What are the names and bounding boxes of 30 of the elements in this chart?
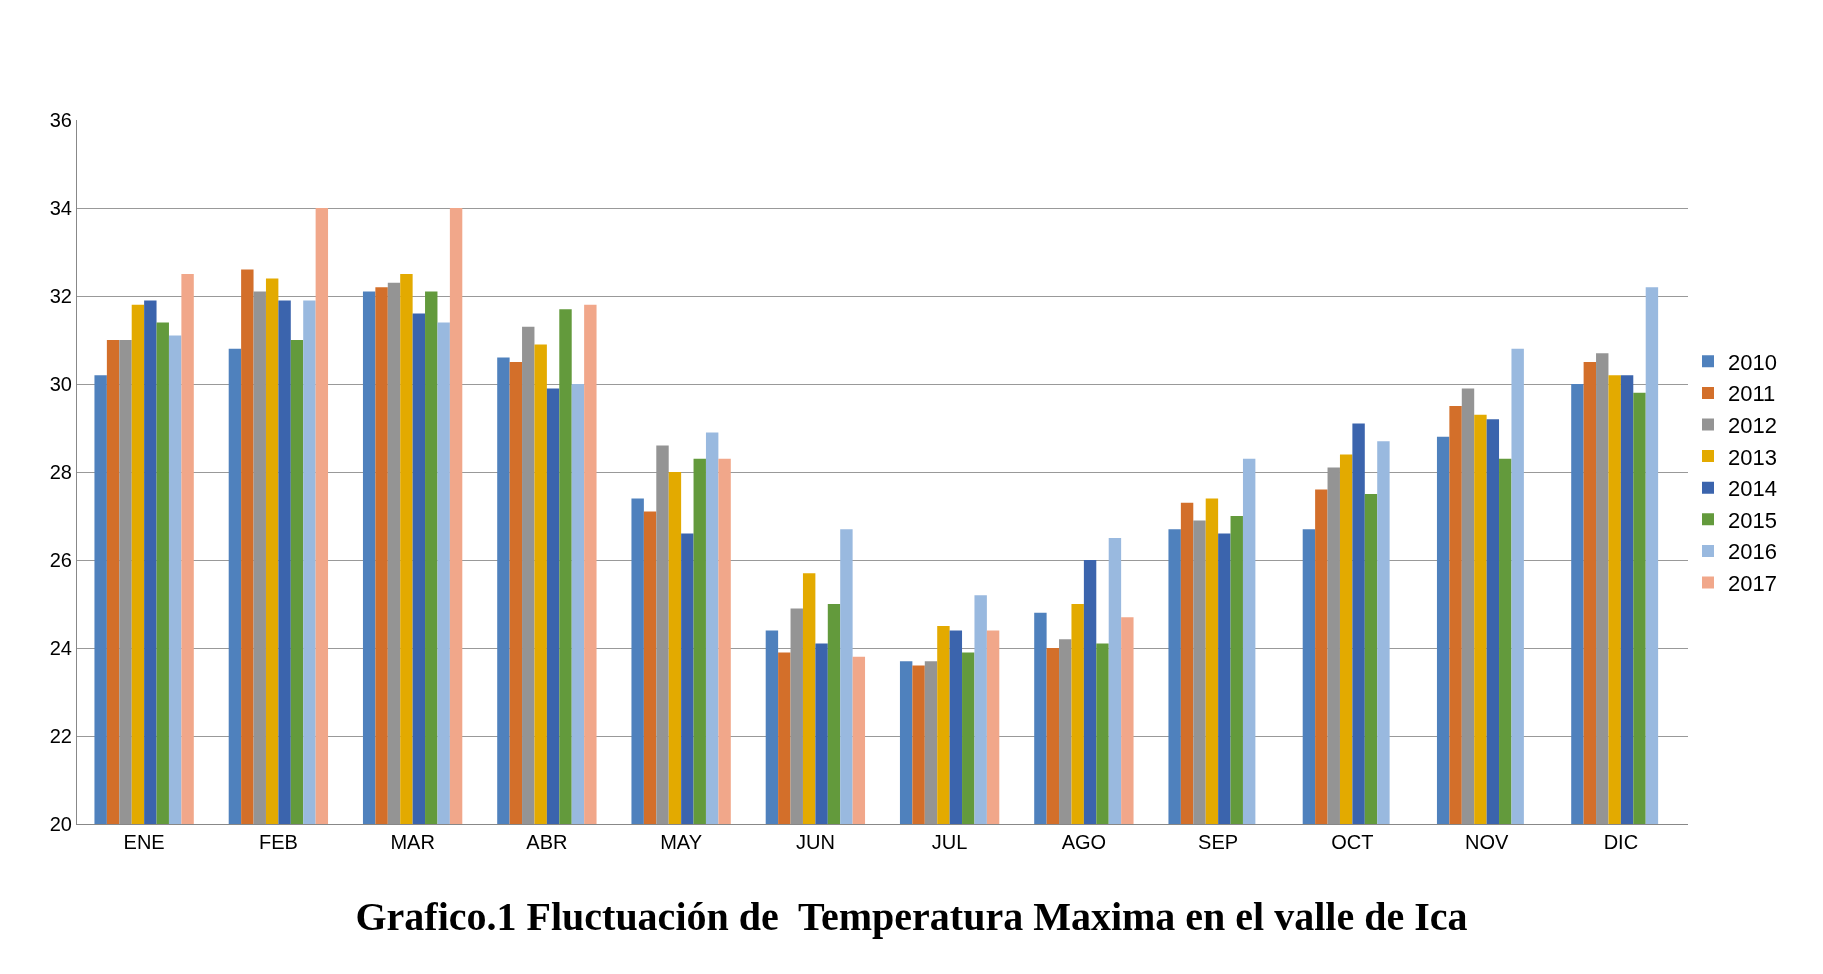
text: Grafico.1 Fluctuación de Temperatura Maxima en el valle de Ica <box>355 894 1468 940</box>
x-tick-label: JUL <box>931 831 968 853</box>
x-tick-label: MAR <box>390 831 435 853</box>
x-tick-label: ENE <box>123 831 165 853</box>
legend-label: 2010 <box>1728 349 1777 375</box>
legend-label: 2012 <box>1728 413 1777 439</box>
y-tick-label: 32 <box>49 285 72 307</box>
legend-label: 2014 <box>1728 476 1777 502</box>
x-tick-label: MAY <box>660 831 703 853</box>
y-tick-label: 24 <box>49 637 72 659</box>
x-tick-label: ABR <box>526 831 568 853</box>
y-tick-label: 36 <box>49 109 72 131</box>
x-tick-label: DIC <box>1603 831 1639 853</box>
legend-label: 2013 <box>1728 444 1777 470</box>
legend-label: 2017 <box>1728 571 1777 597</box>
x-tick-label: FEB <box>258 831 298 853</box>
x-tick-label: OCT <box>1331 831 1374 853</box>
x-tick-label: JUN <box>795 831 835 853</box>
y-tick-label: 20 <box>49 813 72 835</box>
legend-label: 2011 <box>1728 381 1776 407</box>
y-tick-label: 22 <box>49 725 72 747</box>
legend-label: 2016 <box>1728 539 1777 565</box>
x-tick-label: AGO <box>1061 831 1107 853</box>
x-tick-label: SEP <box>1198 831 1239 853</box>
x-tick-label: NOV <box>1464 831 1509 853</box>
y-tick-label: 34 <box>49 197 72 219</box>
y-tick-label: 30 <box>49 373 72 395</box>
y-tick-label: 28 <box>49 461 72 483</box>
y-tick-label: 26 <box>49 549 72 571</box>
legend-label: 2015 <box>1728 507 1777 533</box>
